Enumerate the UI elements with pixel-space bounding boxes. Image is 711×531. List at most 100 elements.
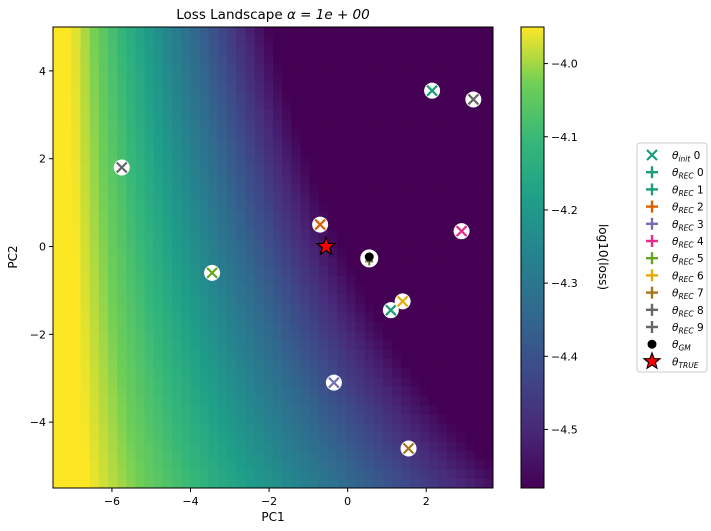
heatmap-cell: [218, 285, 228, 295]
heatmap-cell: [144, 36, 155, 47]
heatmap-cell: [227, 395, 237, 406]
heatmap-cell: [438, 174, 448, 185]
heatmap-cell: [227, 469, 237, 480]
heatmap-cell: [236, 202, 247, 212]
heatmap-cell: [318, 63, 329, 74]
heatmap-cell: [172, 257, 182, 268]
heatmap-cell: [465, 294, 476, 305]
heatmap-cell: [355, 478, 366, 488]
legend-item: θREC 0: [646, 166, 704, 181]
heatmap-cell: [318, 414, 329, 425]
heatmap-cell: [428, 146, 439, 157]
heatmap-cell: [447, 414, 457, 425]
heatmap-cell: [190, 285, 201, 295]
heatmap-cell: [410, 257, 421, 268]
heatmap-cell: [401, 100, 412, 111]
heatmap-cell: [117, 202, 127, 212]
heatmap-cell: [383, 266, 393, 277]
legend-item: θREC 4: [646, 235, 704, 250]
heatmap-cell: [438, 451, 448, 461]
heatmap-cell: [419, 211, 430, 222]
heatmap-cell: [199, 331, 210, 342]
heatmap-cell: [355, 192, 366, 203]
heatmap-cell: [291, 165, 302, 176]
heatmap-cell: [474, 460, 485, 471]
heatmap-cell: [98, 432, 109, 443]
heatmap-cell: [181, 45, 192, 56]
heatmap-cell: [346, 100, 357, 111]
heatmap-cell: [392, 100, 402, 111]
heatmap-cell: [163, 432, 173, 443]
heatmap-cell: [53, 423, 63, 434]
heatmap-cell: [199, 220, 210, 231]
heatmap-cell: [199, 211, 210, 222]
heatmap-cell: [438, 73, 448, 83]
heatmap-cell: [328, 285, 338, 295]
heatmap-cell: [456, 414, 467, 425]
heatmap-cell: [474, 27, 485, 37]
heatmap-cell: [254, 414, 265, 425]
heatmap-cell: [89, 441, 100, 452]
heatmap-cell: [419, 303, 430, 314]
heatmap-cell: [190, 165, 201, 176]
heatmap-cell: [456, 192, 467, 203]
heatmap-cell: [428, 128, 439, 139]
heatmap-cell: [80, 368, 91, 378]
heatmap-cell: [401, 340, 412, 351]
heatmap-cell: [346, 414, 357, 425]
heatmap-cell: [208, 432, 219, 443]
heatmap-cell: [135, 312, 146, 323]
heatmap-cell: [438, 358, 448, 369]
heatmap-cell: [373, 211, 384, 222]
heatmap-cell: [300, 257, 311, 268]
heatmap-cell: [144, 128, 155, 139]
heatmap-cell: [291, 303, 302, 314]
heatmap-cell: [245, 377, 256, 388]
heatmap-cell: [419, 63, 430, 74]
heatmap-cell: [401, 211, 412, 222]
heatmap-cell: [410, 36, 421, 47]
heatmap-cell: [254, 73, 265, 83]
heatmap-cell: [438, 395, 448, 406]
heatmap-cell: [282, 202, 292, 212]
heatmap-cell: [273, 91, 283, 102]
heatmap-cell: [383, 322, 393, 332]
heatmap-cell: [419, 91, 430, 102]
heatmap-cell: [428, 349, 439, 360]
heatmap-cell: [428, 73, 439, 83]
heatmap-cell: [474, 239, 485, 249]
heatmap-cell: [53, 460, 63, 471]
heatmap-cell: [318, 54, 329, 65]
heatmap-cell: [254, 451, 265, 461]
heatmap-cell: [236, 266, 247, 277]
heatmap-cell: [328, 340, 338, 351]
heatmap-cell: [318, 349, 329, 360]
heatmap-cell: [337, 211, 347, 222]
heatmap-cell: [218, 229, 228, 240]
heatmap-cell: [236, 119, 247, 130]
heatmap-cell: [438, 349, 448, 360]
heatmap-cell: [80, 257, 91, 268]
heatmap-cell: [126, 183, 137, 194]
heatmap-cell: [428, 358, 439, 369]
heatmap-cell: [355, 432, 366, 443]
heatmap-cell: [263, 266, 274, 277]
heatmap-cell: [144, 368, 155, 378]
heatmap-cell: [346, 275, 357, 286]
heatmap-cell: [126, 405, 137, 415]
heatmap-cell: [227, 386, 237, 397]
heatmap-cell: [410, 128, 421, 139]
heatmap-cell: [373, 441, 384, 452]
heatmap-cell: [98, 285, 109, 295]
heatmap-cell: [71, 451, 82, 461]
heatmap-cell: [447, 358, 457, 369]
heatmap-cell: [236, 441, 247, 452]
heatmap-cell: [401, 405, 412, 415]
heatmap-cell: [117, 331, 127, 342]
heatmap-cell: [355, 275, 366, 286]
heatmap-cell: [346, 266, 357, 277]
heatmap-cell: [438, 211, 448, 222]
heatmap-cell: [474, 312, 485, 323]
heatmap-cell: [53, 183, 63, 194]
heatmap-cell: [71, 340, 82, 351]
